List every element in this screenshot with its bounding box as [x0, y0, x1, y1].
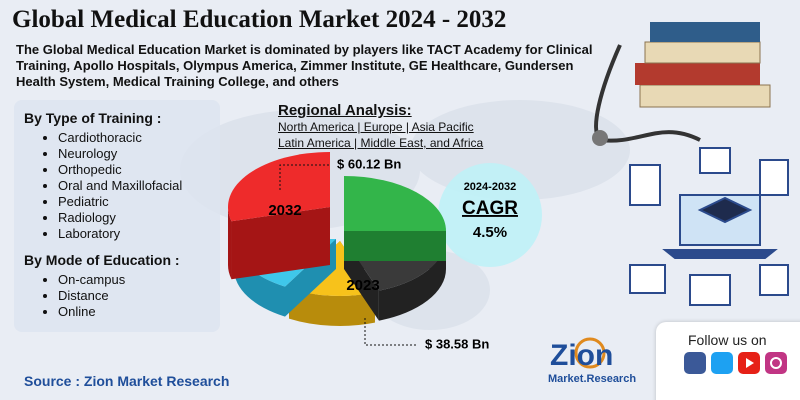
- logo-sub: Market.Research: [548, 373, 636, 385]
- segment-list: CardiothoracicNeurologyOrthopedicOral an…: [14, 130, 220, 242]
- source: Source : Zion Market Research: [24, 373, 230, 389]
- follow-box: Follow us on: [656, 322, 800, 400]
- books-illustration: [592, 22, 771, 146]
- segment-item: Pediatric: [58, 194, 220, 210]
- segment-item: Online: [58, 304, 220, 320]
- segment-heading: By Mode of Education :: [24, 252, 180, 268]
- pie-slice: [344, 176, 446, 231]
- pie-side: [289, 288, 375, 326]
- cagr-period: 2024-2032: [464, 181, 517, 193]
- elearning-illustration: [629, 147, 789, 306]
- label-2032: 2032: [268, 202, 301, 219]
- logo-name: Zion: [550, 339, 613, 372]
- pie-side: [378, 239, 446, 321]
- segment-list: On-campusDistanceOnline: [14, 272, 220, 320]
- regional-line: North America | Europe | Asia Pacific: [278, 120, 474, 134]
- label-2023: 2023: [346, 277, 379, 294]
- pie-face: [344, 231, 446, 261]
- regional-analysis: Regional Analysis: North America | Europ…: [278, 102, 483, 151]
- cagr-label: CAGR: [462, 198, 518, 219]
- pie-face: [231, 207, 330, 280]
- value-2032: $ 60.12 Bn: [337, 156, 401, 171]
- segment-item: Orthopedic: [58, 162, 220, 178]
- pie-side: [228, 207, 232, 280]
- segment-item: Radiology: [58, 210, 220, 226]
- instagram-icon[interactable]: [765, 352, 787, 374]
- social-icons: [684, 352, 787, 374]
- regional-line: Latin America | Middle East, and Africa: [278, 136, 484, 150]
- segment-item: On-campus: [58, 272, 220, 288]
- segments-panel: By Type of Training : CardiothoracicNeuro…: [14, 100, 220, 332]
- regional-title: Regional Analysis:: [278, 102, 412, 119]
- segment-item: Neurology: [58, 146, 220, 162]
- follow-text: Follow us on: [688, 332, 767, 348]
- segment-item: Distance: [58, 288, 220, 304]
- segment-item: Oral and Maxillofacial: [58, 178, 220, 194]
- title: Global Medical Education Market 2024 - 2…: [12, 6, 507, 33]
- cagr-glow: [438, 163, 542, 267]
- description: The Global Medical Education Market is d…: [16, 42, 593, 89]
- segment-item: Cardiothoracic: [58, 130, 220, 146]
- segment-item: Laboratory: [58, 226, 220, 242]
- zion-logo-mark: [574, 337, 606, 369]
- cagr-value: 4.5%: [473, 224, 507, 241]
- leader-lines: [279, 164, 418, 346]
- twitter-icon[interactable]: [711, 352, 733, 374]
- segment-heading: By Type of Training :: [24, 110, 162, 126]
- value-2023: $ 38.58 Bn: [425, 336, 489, 351]
- pie-slice: [228, 152, 330, 222]
- pie-3d: [228, 152, 446, 326]
- facebook-icon[interactable]: [684, 352, 706, 374]
- pie-side: [234, 239, 285, 317]
